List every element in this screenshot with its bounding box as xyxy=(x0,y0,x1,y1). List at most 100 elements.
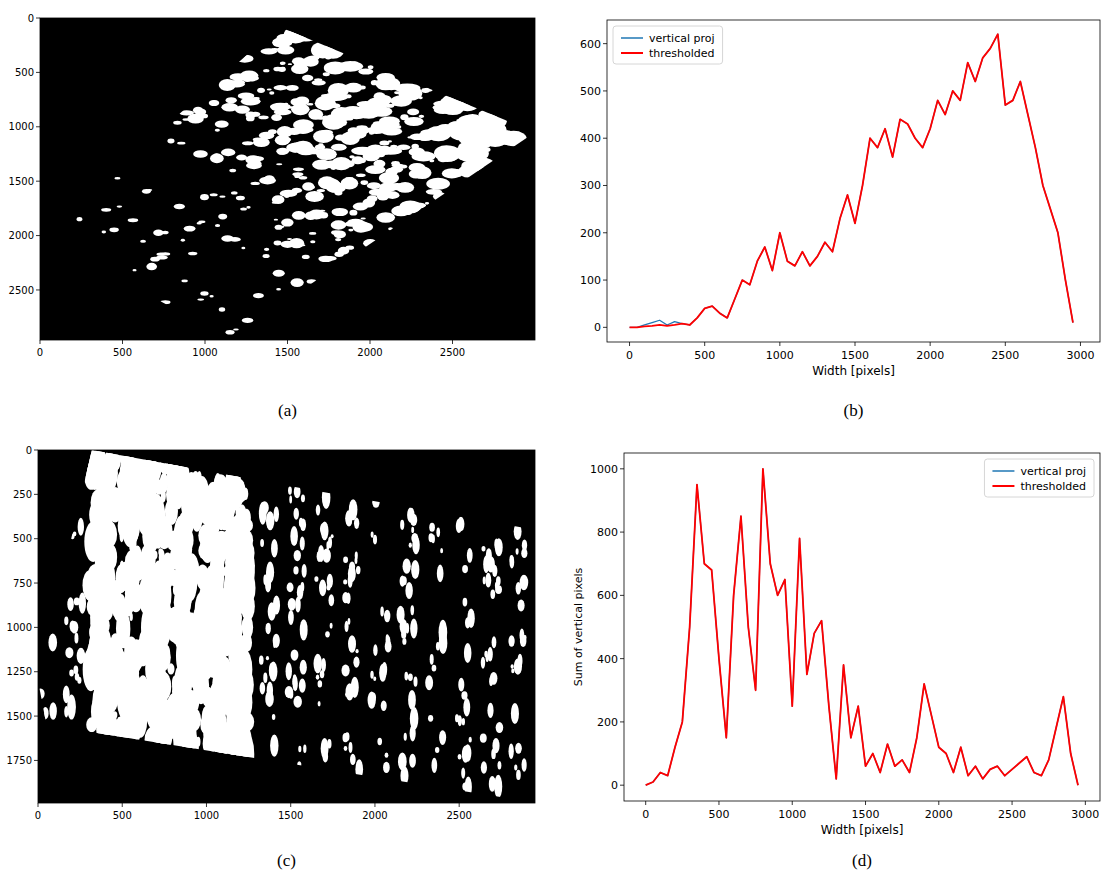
field-blob xyxy=(184,731,199,764)
field-blob xyxy=(67,694,76,719)
field-blob xyxy=(522,758,527,772)
field-blob xyxy=(346,515,352,526)
field-blob xyxy=(281,218,293,226)
y-tick-label: 600 xyxy=(580,38,601,51)
field-blob xyxy=(135,729,141,737)
field-blob xyxy=(404,733,407,741)
field-blob xyxy=(409,202,426,208)
field-blob xyxy=(274,219,278,221)
x-tick-label: 1500 xyxy=(852,808,880,821)
x-tick-label: 1000 xyxy=(192,347,217,358)
y-tick-label: 0 xyxy=(594,321,601,334)
y-tick xyxy=(34,627,38,628)
field-blob xyxy=(516,770,521,780)
field-blob xyxy=(371,121,391,132)
x-tick-label: 1000 xyxy=(778,808,806,821)
field-blob xyxy=(274,241,282,246)
panel-caption: (b) xyxy=(844,401,864,420)
field-blob xyxy=(356,125,367,129)
x-axis-title: Width [pixels] xyxy=(821,823,904,837)
field-blob xyxy=(77,217,83,221)
field-blob xyxy=(318,143,323,145)
legend-swatch xyxy=(621,37,643,39)
field-blob xyxy=(64,616,68,625)
x-tick xyxy=(629,342,630,346)
field-blob xyxy=(293,508,298,520)
field-blob xyxy=(404,672,408,681)
field-blob xyxy=(235,588,240,597)
field-blob xyxy=(167,139,174,144)
field-blob xyxy=(373,535,377,545)
y-tick xyxy=(620,468,624,469)
y-tick-label: 400 xyxy=(580,132,601,145)
field-blob xyxy=(494,539,498,550)
field-blob xyxy=(204,583,221,623)
field-blob xyxy=(343,733,349,742)
field-blob xyxy=(260,682,265,695)
field-blob xyxy=(317,551,322,562)
field-blob xyxy=(319,210,326,212)
field-blob xyxy=(152,694,166,724)
field-blob xyxy=(293,566,298,574)
field-blob xyxy=(435,747,439,753)
y-tick xyxy=(620,785,624,786)
field-blob xyxy=(291,649,299,660)
field-blob xyxy=(200,651,213,679)
field-blob xyxy=(334,230,346,238)
x-tick xyxy=(122,340,123,344)
field-blob xyxy=(272,714,276,720)
field-blob xyxy=(156,253,165,256)
field-blob xyxy=(426,87,433,91)
field-blob xyxy=(200,194,209,200)
field-blob xyxy=(174,204,185,210)
field-blob xyxy=(426,189,442,195)
field xyxy=(77,27,527,335)
field-blob xyxy=(324,181,342,189)
field-blob xyxy=(263,69,269,72)
field-blob xyxy=(273,270,285,277)
field-blob xyxy=(180,668,183,673)
field-blob xyxy=(349,561,355,571)
y-tick xyxy=(34,671,38,672)
field-blob xyxy=(135,638,151,667)
field-blob xyxy=(299,679,306,693)
field-blob xyxy=(231,583,243,613)
y-tick xyxy=(603,327,607,328)
field-blob xyxy=(467,548,473,563)
x-tick xyxy=(930,342,931,346)
field-blob xyxy=(358,68,373,74)
field-blob xyxy=(325,256,337,261)
y-tick-label: 500 xyxy=(580,85,601,98)
field-blob xyxy=(494,775,502,798)
y-tick xyxy=(36,126,40,127)
field-blob xyxy=(435,155,440,157)
field-blob xyxy=(409,542,412,547)
field-blob xyxy=(299,176,308,180)
y-tick-label: 100 xyxy=(580,274,601,287)
field-blob xyxy=(263,672,267,682)
x-tick xyxy=(40,340,41,344)
field-blob xyxy=(491,131,499,136)
x-tick-label: 2500 xyxy=(440,347,465,358)
field-blob xyxy=(265,691,274,707)
field-blob xyxy=(497,761,501,769)
x-tick-label: 1500 xyxy=(841,349,869,362)
field-blob xyxy=(403,559,411,574)
field-blob xyxy=(345,621,349,632)
field-blob xyxy=(481,761,487,773)
field-blob xyxy=(520,575,529,591)
y-tick-label: 200 xyxy=(580,227,601,240)
field-blob xyxy=(242,620,246,628)
field-blob xyxy=(349,155,355,158)
field-blob xyxy=(354,518,359,529)
field-blob xyxy=(213,550,225,571)
field-blob xyxy=(411,560,419,579)
legend-label: thresholded xyxy=(1020,480,1086,493)
field-blob xyxy=(114,177,120,180)
x-tick-label: 1000 xyxy=(194,810,219,821)
field-blob xyxy=(161,581,169,600)
x-tick-label: 0 xyxy=(37,347,43,358)
field-blob xyxy=(464,138,470,142)
field-blob xyxy=(311,42,335,59)
x-tick-label: 1500 xyxy=(278,810,303,821)
